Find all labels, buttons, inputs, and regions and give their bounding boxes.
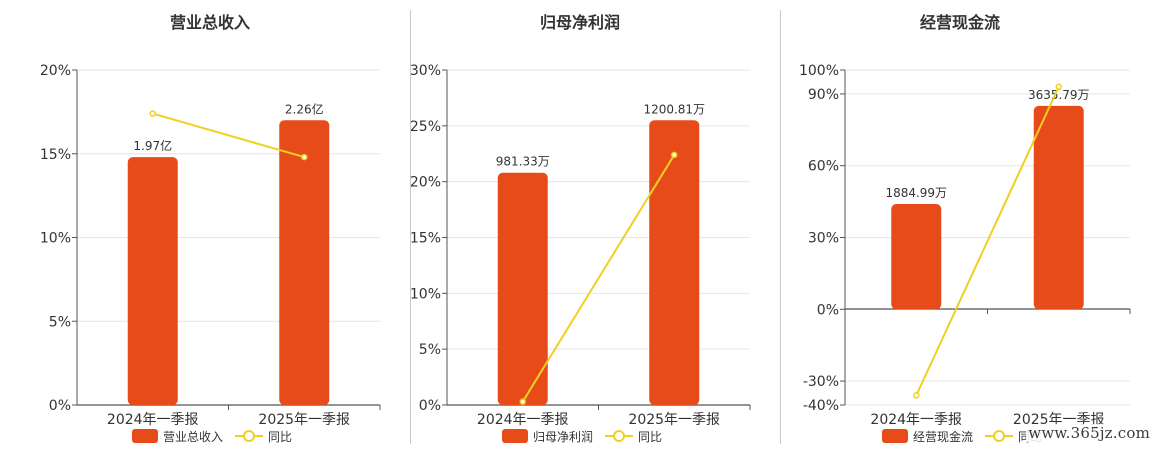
chart-1-bar [127, 157, 178, 405]
chart-2-y-tick-label: 25% [410, 119, 441, 135]
chart-2-line-series [521, 154, 676, 403]
chart-1-bar-label: 2.26亿 [285, 101, 324, 116]
chart-1-x-tick-label: 2024年一季报 [107, 412, 199, 428]
chart-2-legend-line-label: 同比 [638, 430, 662, 444]
chart-2-line-point [519, 398, 526, 405]
chart-3-y-tick-label: 60% [808, 159, 839, 175]
chart-3-line-series [915, 86, 1060, 396]
chart-3-title: 经营现金流 [920, 13, 1000, 32]
chart-3-x-tick-label: 2024年一季报 [870, 412, 962, 428]
chart-2-line-point [671, 151, 678, 159]
chart-2-x-tick-label: 2024年一季报 [477, 412, 569, 428]
chart-1-legend-line-label: 同比 [268, 430, 292, 444]
chart-3-bar-label: 3635.79万 [1028, 88, 1090, 102]
chart-3-y-tick-label: 100% [799, 63, 839, 79]
chart-2-x-tick-label: 2025年一季报 [628, 412, 720, 428]
chart-2-legend-bar-swatch [502, 429, 528, 443]
chart-1-title: 营业总收入 [170, 13, 250, 32]
chart-2-bar-label: 981.33万 [496, 155, 550, 169]
chart-2-y-tick-label: 0% [419, 398, 441, 414]
chart-1-bar [279, 120, 330, 405]
chart-2-y-tick-label: 30% [410, 63, 441, 79]
chart-1-legend-bar-label: 营业总收入 [163, 430, 223, 444]
chart-3-y-tick-label: 0% [817, 302, 839, 318]
chart-1-y-tick-label: 5% [49, 314, 71, 330]
chart-3-y-tick-label: 30% [808, 231, 839, 247]
chart-1-y-tick-label: 0% [49, 398, 71, 414]
chart-1-y-tick-label: 15% [40, 147, 71, 163]
chart-3-line-point [913, 392, 920, 399]
chart-2-legend-bar-label: 归母净利润 [533, 430, 593, 444]
divider-1 [410, 10, 411, 444]
chart-1-line-point [301, 153, 308, 161]
chart-3-y-tick-label: -40% [803, 398, 839, 414]
chart-1-legend-bar-swatch [132, 429, 158, 443]
chart-2-title: 归母净利润 [540, 13, 620, 32]
chart-2-y-tick-label: 5% [419, 342, 441, 358]
chart-3-legend-line-marker [993, 430, 1005, 442]
chart-2-y-tick-label: 10% [410, 286, 441, 302]
chart-2-legend-line-marker [613, 430, 625, 442]
chart-3-bar [891, 204, 942, 310]
chart-2-y-tick-label: 15% [410, 231, 441, 247]
chart-1-x-tick-label: 2025年一季报 [258, 412, 350, 428]
watermark-text: www.365jz.com [1026, 424, 1152, 442]
chart-2-y-tick-label: 20% [410, 175, 441, 191]
chart-3-y-tick-label: 90% [808, 87, 839, 103]
chart-3-legend-bar-label: 经营现金流 [913, 429, 973, 444]
chart-2-bar [497, 172, 548, 405]
chart-1-bar-label: 1.97亿 [133, 138, 172, 153]
divider-2 [780, 10, 781, 444]
chart-3-legend-bar-swatch [882, 429, 908, 443]
chart-3-bar [1033, 105, 1084, 310]
chart-3-y-tick-label: -30% [803, 374, 839, 390]
chart-1-y-tick-label: 10% [40, 231, 71, 247]
chart-2-bar [649, 120, 700, 405]
chart-3-bar-label: 1884.99万 [885, 186, 947, 200]
chart-3-line-point [1055, 83, 1062, 90]
chart-2-bar-label: 1200.81万 [643, 102, 705, 116]
chart-1-y-tick-label: 20% [40, 63, 71, 79]
chart-1-line-point [149, 110, 156, 117]
chart-1-legend-line-marker [243, 430, 255, 442]
chart-1-line-series [152, 112, 305, 159]
